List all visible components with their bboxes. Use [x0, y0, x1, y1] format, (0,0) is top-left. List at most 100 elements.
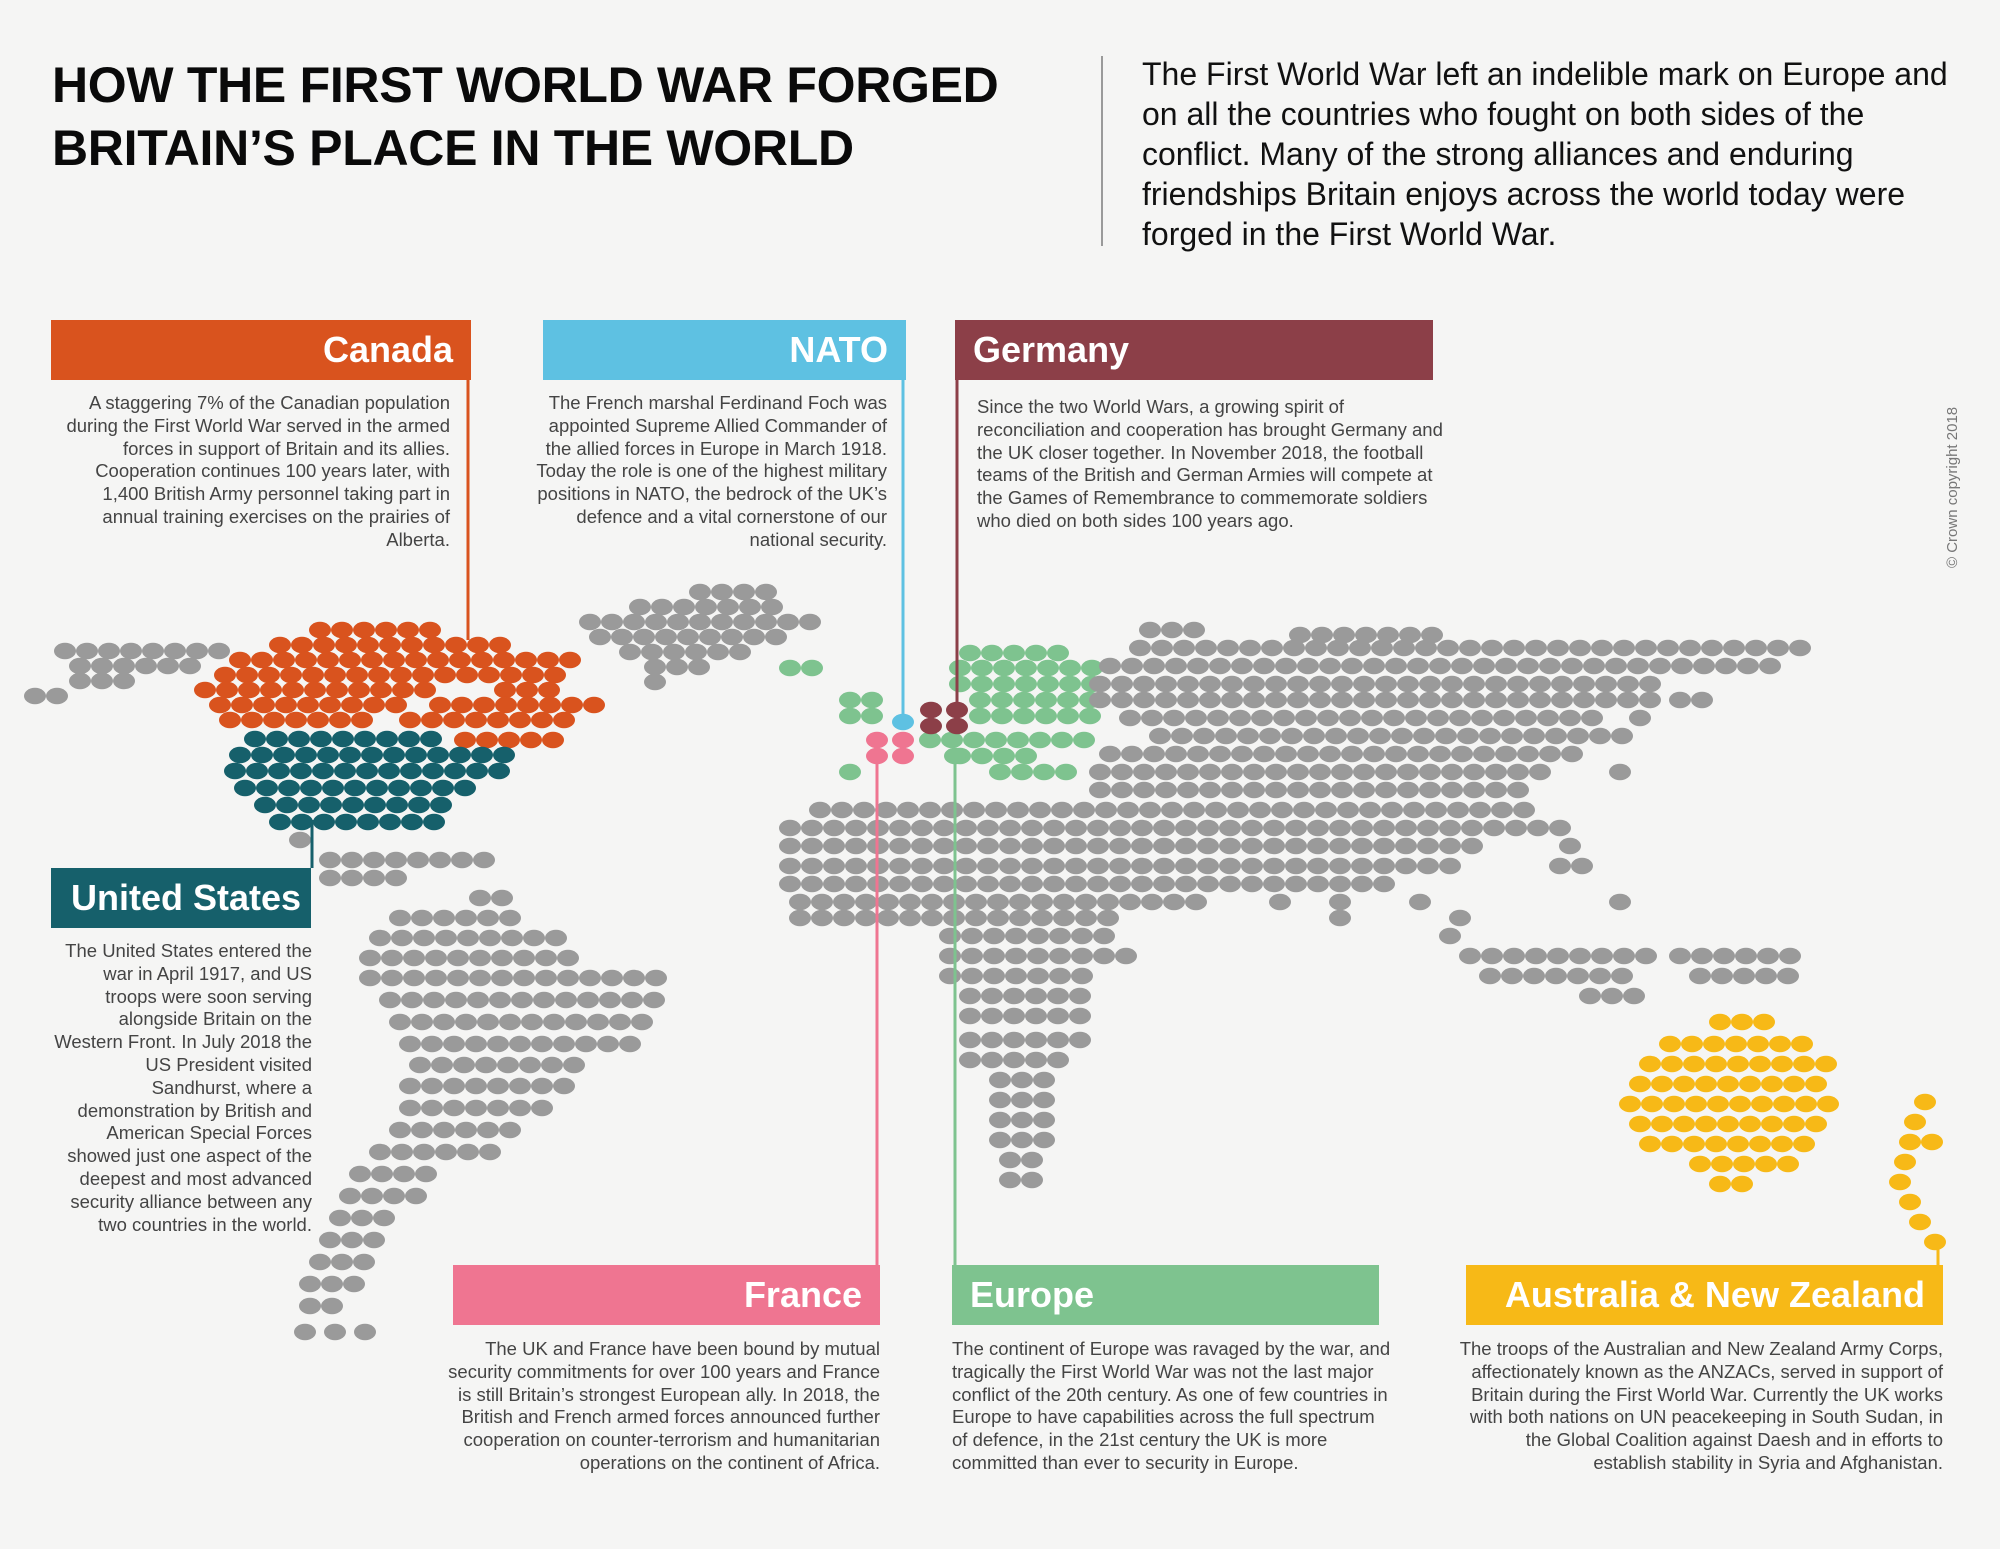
world-dot — [1351, 837, 1373, 855]
australia-nz-dot — [1777, 1155, 1799, 1173]
world-dot — [457, 929, 479, 947]
us-dot — [310, 730, 332, 748]
world-dot — [186, 642, 208, 660]
world-dot — [533, 991, 555, 1009]
world-dot — [1601, 987, 1623, 1005]
world-dot — [1263, 837, 1285, 855]
world-dot — [688, 658, 710, 676]
australia-nz-dot — [1619, 1095, 1641, 1113]
world-dot — [1331, 675, 1353, 693]
world-dot — [1221, 675, 1243, 693]
world-dot — [1141, 709, 1163, 727]
australia-nz-dot — [1749, 1135, 1771, 1153]
world-dot — [1329, 893, 1351, 911]
world-dot — [142, 642, 164, 660]
world-dot — [933, 837, 955, 855]
europe-dot — [839, 691, 861, 709]
canada-dot — [392, 681, 414, 699]
europe-dot — [1015, 675, 1037, 693]
world-dot — [1373, 837, 1395, 855]
world-dot — [845, 837, 867, 855]
world-dot — [354, 1323, 376, 1341]
australia-nz-dot — [1651, 1075, 1673, 1093]
world-dot — [1407, 657, 1429, 675]
world-dot — [877, 893, 899, 911]
australia-nz-dot — [1705, 1135, 1727, 1153]
us-dot — [254, 796, 276, 814]
world-dot — [999, 857, 1021, 875]
world-dot — [1759, 657, 1781, 675]
world-dot — [1263, 875, 1285, 893]
world-dot — [429, 851, 451, 869]
world-dot — [1307, 875, 1329, 893]
australia-nz-dot — [1689, 1155, 1711, 1173]
world-dot — [899, 909, 921, 927]
world-dot — [911, 837, 933, 855]
australia-nz-dot — [1924, 1233, 1946, 1251]
world-dot — [965, 893, 987, 911]
australia-nz-dot — [1703, 1035, 1725, 1053]
world-dot — [385, 851, 407, 869]
world-dot — [1417, 819, 1439, 837]
australia-nz-dot — [1761, 1075, 1783, 1093]
world-dot — [779, 837, 801, 855]
us-dot — [454, 779, 476, 797]
world-dot — [1623, 987, 1645, 1005]
world-dot — [889, 837, 911, 855]
world-dot — [601, 969, 623, 987]
world-dot — [989, 1131, 1011, 1149]
world-dot — [1175, 857, 1197, 875]
world-dot — [1529, 691, 1551, 709]
europe-dot — [1079, 707, 1101, 725]
canada-dot — [405, 651, 427, 669]
world-dot — [331, 1253, 353, 1271]
world-dot — [1197, 857, 1219, 875]
world-dot — [299, 1297, 321, 1315]
us-dot — [273, 746, 295, 764]
world-dot — [645, 969, 667, 987]
world-dot — [1325, 727, 1347, 745]
canada-dot — [445, 636, 467, 654]
world-dot — [1589, 967, 1611, 985]
world-dot — [1409, 893, 1431, 911]
world-dot — [341, 851, 363, 869]
world-dot — [1253, 745, 1275, 763]
us-dot — [354, 730, 376, 748]
europe-dot — [989, 763, 1011, 781]
intro-text: The First World War left an indelible ma… — [1142, 56, 1948, 252]
world-dot — [575, 1035, 597, 1053]
header-divider — [1101, 56, 1103, 246]
world-dot — [321, 1297, 343, 1315]
world-dot — [1293, 801, 1315, 819]
world-dot — [433, 1013, 455, 1031]
world-dot — [911, 857, 933, 875]
world-dot — [1417, 837, 1439, 855]
world-dot — [543, 1013, 565, 1031]
world-dot — [1243, 675, 1265, 693]
world-dot — [939, 967, 961, 985]
australia-nz-dot — [1815, 1055, 1837, 1073]
world-dot — [1539, 657, 1561, 675]
world-dot — [1395, 857, 1417, 875]
canada-dot — [451, 696, 473, 714]
world-dot — [1463, 781, 1485, 799]
canada-dot — [517, 696, 539, 714]
world-dot — [1109, 819, 1131, 837]
world-dot — [1049, 927, 1071, 945]
world-dot — [1429, 657, 1451, 675]
world-dot — [963, 801, 985, 819]
world-dot — [711, 583, 733, 601]
canada-dot — [419, 621, 441, 639]
world-dot — [1755, 967, 1777, 985]
world-dot — [1025, 1051, 1047, 1069]
world-dot — [1595, 675, 1617, 693]
europe-dot — [959, 644, 981, 662]
nato-heading: NATO — [543, 320, 906, 380]
world-dot — [1403, 801, 1425, 819]
world-dot — [1031, 909, 1053, 927]
world-dot — [491, 949, 513, 967]
us-dot — [320, 796, 342, 814]
us-dot — [256, 779, 278, 797]
us-dot — [334, 762, 356, 780]
world-dot — [1527, 819, 1549, 837]
